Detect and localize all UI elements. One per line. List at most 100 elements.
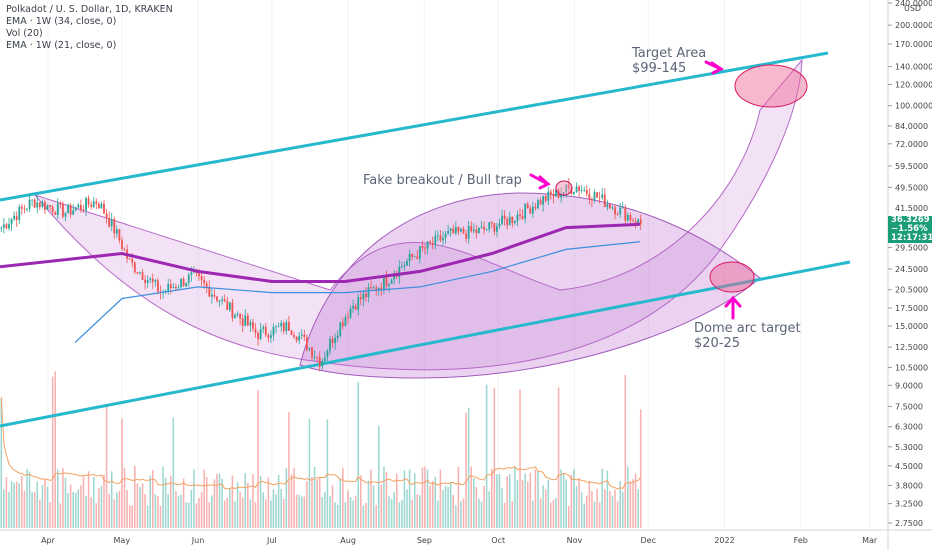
candle-body (352, 305, 354, 309)
price-tick-label: 84.0000 (895, 122, 928, 131)
candle-body (413, 256, 416, 258)
candle-body (234, 315, 236, 318)
candle-body (208, 286, 211, 297)
volume-bar (157, 496, 159, 528)
indicator-volume-label[interactable]: Vol (20) (6, 28, 43, 39)
volume-bar (172, 417, 175, 528)
volume-bar (18, 483, 21, 528)
volume-bar (231, 475, 234, 528)
volume-bar (573, 469, 575, 528)
candle-body (616, 214, 619, 215)
volume-bar (175, 490, 177, 528)
volume-bar (383, 466, 385, 528)
candle-body (100, 203, 103, 209)
volume-bar (565, 479, 568, 528)
volume-bar (393, 491, 395, 528)
volume-bar (568, 505, 570, 528)
volume-bar (59, 503, 62, 528)
candle-body (64, 212, 67, 217)
volume-bar (144, 493, 146, 528)
candle-body (36, 202, 39, 208)
candle-body (598, 197, 601, 199)
volume-bar (203, 469, 205, 528)
candle-body (272, 326, 275, 336)
candle-body (115, 229, 118, 234)
candle-body (26, 208, 28, 210)
volume-bar (470, 466, 472, 528)
volume-bar (398, 502, 401, 528)
candle-body (503, 215, 506, 220)
volume-bar (501, 487, 503, 528)
volume-bar (21, 476, 23, 528)
candle-body (290, 330, 293, 336)
volume-bar (134, 466, 136, 528)
candle-body (588, 193, 591, 200)
candle-body (400, 266, 403, 268)
candle-body (555, 189, 557, 197)
volume-bar (411, 499, 413, 528)
volume-bar (519, 389, 521, 528)
price-tick-label: 12.5000 (895, 343, 928, 352)
volume-bar (329, 496, 331, 528)
candle-body (526, 203, 529, 209)
candle-body (585, 189, 588, 194)
currency-label: USD (904, 4, 921, 13)
volume-bar (177, 496, 180, 528)
candle-body (406, 260, 408, 266)
candle-body (403, 265, 406, 267)
volume-bar (496, 474, 498, 528)
volume-bar (444, 485, 447, 528)
volume-bar (92, 476, 95, 528)
volume-bar (583, 503, 585, 528)
indicator-ema34-label[interactable]: EMA · 1W (34, close, 0) (6, 16, 117, 27)
month-label: Feb (794, 536, 808, 545)
candle-body (439, 235, 442, 241)
volume-bar (498, 474, 501, 528)
candle-body (496, 226, 498, 232)
volume-bar (424, 466, 426, 528)
candle-body (51, 206, 54, 213)
volume-bar (437, 500, 439, 528)
volume-bar (562, 473, 565, 528)
candle-body (213, 294, 216, 297)
candle-body (49, 204, 51, 207)
candle-body (239, 314, 242, 319)
candle-body (185, 282, 188, 287)
volume-bar (611, 495, 614, 528)
volume-bar (624, 374, 627, 528)
volume-bar (213, 479, 216, 528)
volume-bar (619, 481, 621, 528)
time-axis[interactable]: Apr May Jun Jul Aug Sep Oct Nov Dec 2022 Feb Mar (41, 536, 878, 545)
volume-bar (141, 483, 144, 528)
volume-bar (475, 487, 478, 528)
price-tick-label: 140.0000 (895, 63, 932, 72)
candle-body (198, 273, 200, 277)
price-tick-label: 41.5000 (895, 204, 928, 213)
candle-body (298, 335, 301, 341)
volume-bar (560, 469, 562, 528)
candle-body (144, 279, 146, 283)
candle-body (151, 278, 154, 282)
volume-bar (442, 489, 444, 528)
candle-body (621, 207, 624, 209)
volume-bar (308, 418, 311, 528)
month-label: Sep (417, 536, 432, 545)
candle-body (377, 287, 380, 291)
volume-bar (62, 468, 64, 528)
candle-body (28, 199, 31, 209)
candle-body (169, 284, 172, 289)
month-label: Jul (266, 536, 277, 545)
candle-body (267, 335, 270, 338)
candle-body (41, 201, 44, 207)
candle-body (305, 337, 308, 350)
volume-bar (552, 499, 555, 528)
indicator-ema21-label[interactable]: EMA · 1W (21, close, 0) (6, 40, 117, 51)
volume-bar (506, 476, 508, 528)
symbol-title[interactable]: Polkadot / U. S. Dollar, 1D, KRAKEN (6, 4, 173, 15)
volume-bar (36, 481, 39, 528)
candle-body (54, 212, 57, 215)
candle-body (270, 335, 272, 338)
volume-bar (629, 481, 632, 528)
